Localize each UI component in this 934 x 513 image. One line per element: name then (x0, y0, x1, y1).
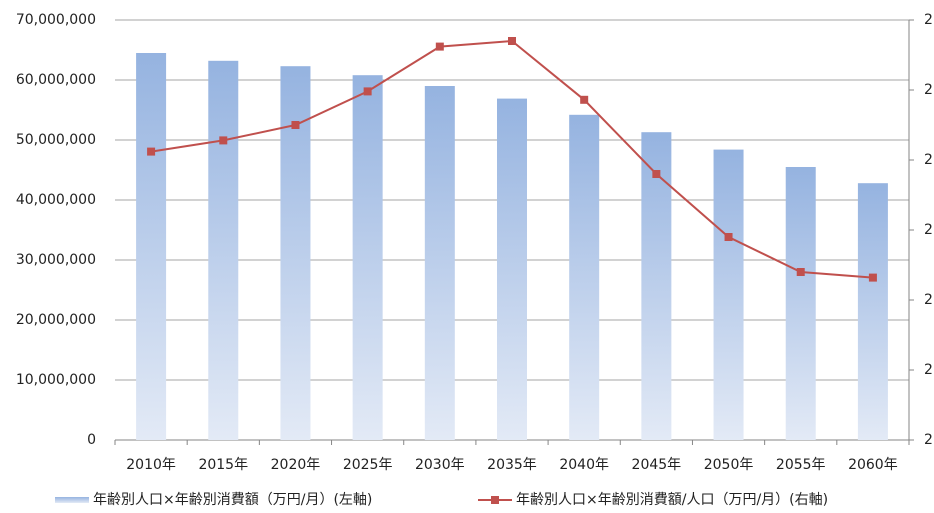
bar (352, 75, 383, 440)
y2-tick-label: 2 (924, 152, 933, 168)
y2-tick-label: 2 (924, 12, 933, 28)
x-tick-label: 2015年 (198, 457, 248, 473)
bar (208, 60, 239, 441)
bar (641, 132, 672, 440)
x-tick-label: 2040年 (559, 457, 609, 473)
line-marker (291, 121, 300, 129)
y-tick-label: 10,000,000 (16, 372, 96, 388)
y2-tick-label: 2 (924, 362, 933, 378)
legend-swatch (55, 497, 89, 503)
y2-tick-label: 2 (924, 82, 933, 98)
x-tick-label: 2020年 (271, 457, 321, 473)
y-tick-label: 0 (87, 432, 96, 448)
line-marker (724, 233, 733, 241)
line-marker (580, 95, 589, 104)
bar (785, 167, 816, 440)
bar (136, 53, 167, 440)
bar (424, 86, 455, 440)
x-tick-label: 2035年 (487, 457, 537, 473)
legend-swatch (491, 496, 499, 504)
line-marker (435, 42, 444, 51)
legend-label: 年齢別人口×年齢別消費額（万円/月）(左軸) (93, 492, 372, 508)
y-tick-label: 40,000,000 (16, 192, 96, 208)
bar (857, 183, 888, 440)
line-marker (868, 273, 877, 282)
y2-tick-label: 2 (924, 432, 933, 448)
y-tick-label: 70,000,000 (16, 12, 96, 28)
y-tick-label: 30,000,000 (16, 252, 96, 268)
line-marker (363, 87, 372, 96)
line-marker (796, 268, 805, 276)
y-tick-label: 50,000,000 (16, 132, 96, 148)
line-marker (147, 147, 156, 156)
x-tick-label: 2010年 (126, 457, 176, 473)
bar (569, 114, 600, 441)
x-tick-label: 2025年 (343, 457, 393, 473)
y2-tick-label: 2 (924, 292, 933, 308)
x-tick-label: 2030年 (415, 457, 465, 473)
line-marker (219, 136, 228, 145)
x-tick-label: 2050年 (704, 457, 754, 473)
line-marker (508, 37, 516, 45)
x-tick-label: 2060年 (848, 457, 898, 473)
x-tick-label: 2055年 (776, 457, 826, 473)
line-marker (652, 170, 661, 178)
y-tick-label: 60,000,000 (16, 72, 96, 88)
y-tick-label: 20,000,000 (16, 312, 96, 328)
bar (497, 98, 527, 440)
y2-tick-label: 2 (924, 222, 933, 238)
bar (713, 149, 744, 440)
legend-label: 年齢別人口×年齢別消費額/人口（万円/月）(右軸) (516, 492, 828, 508)
x-tick-label: 2045年 (632, 457, 682, 473)
